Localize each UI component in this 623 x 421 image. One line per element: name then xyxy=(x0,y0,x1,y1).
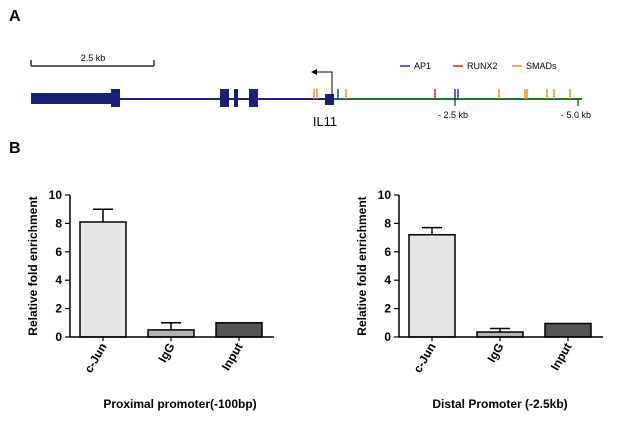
chart-title: Distal Promoter (-2.5kb) xyxy=(432,397,567,411)
chart-distal: c-Jun IgG Input 0 2 4 6 8 10 Relative fold enrich… xyxy=(355,188,603,411)
y-tick-label: 10 xyxy=(49,188,63,202)
binding-sites xyxy=(313,89,571,99)
exon xyxy=(111,89,120,107)
bar-input xyxy=(544,322,592,338)
legend-smads: SMADs xyxy=(526,61,557,71)
category-label: Input xyxy=(548,341,575,373)
ruler: - 2.5 kb - 5.0 kb xyxy=(438,99,591,120)
legend-runx2: RUNX2 xyxy=(467,61,498,71)
panel-label-a: A xyxy=(9,8,21,25)
bar-igg xyxy=(147,329,195,338)
exon xyxy=(249,89,258,107)
bar-input xyxy=(215,322,263,338)
category-label: c-Jun xyxy=(81,341,109,376)
y-axis-label: Relative fold enrichment xyxy=(26,196,40,335)
scale-bar-label: 2.5 kb xyxy=(81,53,106,63)
y-tick-label: 4 xyxy=(384,273,391,287)
scale-bar: 2.5 kb xyxy=(30,53,155,67)
ruler-label-5-0: - 5.0 kb xyxy=(561,110,591,120)
y-tick-label: 6 xyxy=(55,245,62,259)
tss-arrow xyxy=(311,69,333,96)
exon xyxy=(220,89,229,107)
y-tick-label: 10 xyxy=(378,188,392,202)
legend-ap1: AP1 xyxy=(414,61,431,71)
exon xyxy=(234,89,238,107)
y-tick-label: 8 xyxy=(55,216,62,230)
category-label: IgG xyxy=(484,341,506,365)
bar-c-jun xyxy=(408,234,456,338)
category-label: c-Jun xyxy=(410,341,438,376)
panel-label-b: B xyxy=(9,140,21,157)
exon xyxy=(325,94,334,105)
category-label: IgG xyxy=(155,341,177,365)
chart-title: Proximal promoter(-100bp) xyxy=(103,397,256,411)
y-tick-label: 8 xyxy=(384,216,391,230)
y-tick-label: 2 xyxy=(384,302,391,316)
y-tick-label: 4 xyxy=(55,273,62,287)
y-axis-label: Relative fold enrichment xyxy=(355,196,369,335)
y-tick-label: 6 xyxy=(384,245,391,259)
ruler-label-2-5: - 2.5 kb xyxy=(438,110,468,120)
gene-name-label: IL11 xyxy=(313,114,337,129)
bar-c-jun xyxy=(79,221,127,338)
category-label: Input xyxy=(219,341,246,373)
site-legend: AP1 RUNX2 SMADs xyxy=(400,61,557,71)
y-tick-label: 2 xyxy=(55,302,62,316)
y-tick-label: 0 xyxy=(384,330,391,344)
chart-proximal: c-Jun IgG Input 0 2 4 6 8 10 Relative fold enrich… xyxy=(26,188,274,411)
exon-utr xyxy=(31,93,113,104)
y-tick-label: 0 xyxy=(55,330,62,344)
